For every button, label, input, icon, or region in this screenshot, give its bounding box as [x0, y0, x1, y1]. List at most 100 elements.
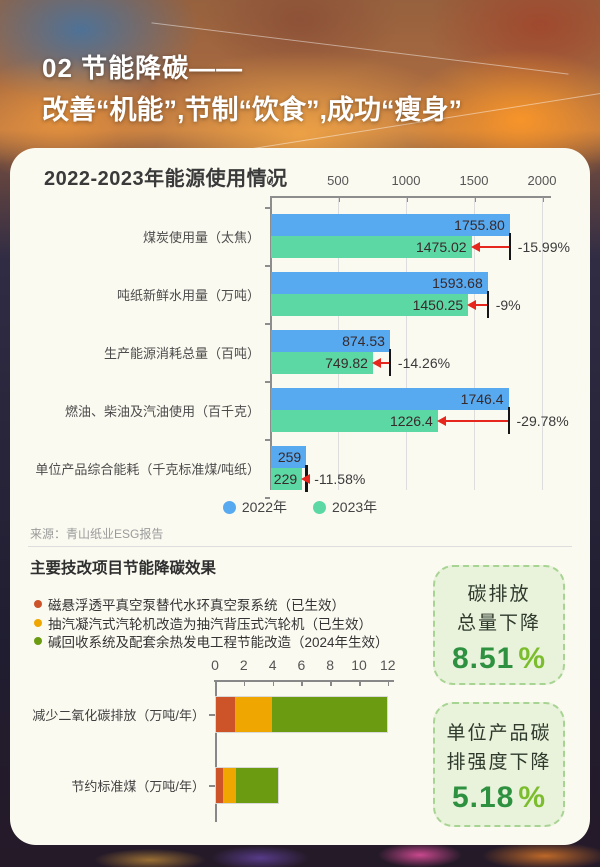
project-item: 碱回收系统及配套余热发电工程节能改造（2024年生效）	[34, 632, 389, 651]
x-axis-label: 2	[239, 657, 248, 673]
bar-2023: 1226.4	[271, 410, 438, 432]
legend-item-2023: 2023年	[313, 497, 377, 517]
category-tick	[265, 265, 270, 267]
energy-chart-plot: 0 500 1000 1500 2000 1755.80 1475.02 煤炭使用量（太焦） -…	[35, 173, 570, 499]
bullet-dot	[34, 637, 42, 646]
change-arrow-head	[436, 416, 446, 426]
legend-item-2022: 2022年	[222, 497, 287, 517]
category-label: 单位产品综合能耗（千克标准煤/吨纸）	[35, 461, 260, 477]
axis-tick	[243, 681, 246, 686]
change-arrow-line	[479, 246, 509, 249]
bar-segment	[236, 768, 278, 803]
legend-label-2023: 2023年	[332, 499, 378, 515]
bar-value-2023: 749.82	[325, 355, 368, 371]
badge-unit-carbon-intensity-decrease: 单位产品碳 排强度下降 5.18%	[433, 702, 565, 827]
category-tick	[265, 497, 270, 499]
legend-dot-2023	[313, 500, 326, 514]
energy-chart-legend: 2022年 2023年	[10, 497, 590, 517]
change-label: -15.99%	[517, 239, 570, 255]
x-axis-label: 1500	[459, 173, 489, 188]
gridline	[542, 196, 543, 490]
badge-total-carbon-decrease: 碳排放 总量下降 8.51%	[433, 565, 565, 685]
badge-value: 8.51%	[435, 642, 563, 676]
bar-segment	[216, 697, 235, 732]
bar-2023: 1475.02	[271, 236, 472, 258]
badge-text-line: 排强度下降	[446, 751, 552, 773]
project-label: 抽汽凝汽式汽轮机改造为抽汽背压式汽轮机（已生效）	[48, 616, 372, 632]
x-axis-line	[214, 680, 394, 682]
badge-text-line: 碳排放	[467, 583, 531, 605]
bar-value-2022: 1746.4	[460, 391, 504, 407]
category-tick	[265, 381, 270, 383]
axis-tick	[330, 681, 332, 686]
bar-value-2022: 1755.80	[454, 217, 505, 233]
project-label: 磁悬浮透平真空泵替代水环真空泵系统（已生效）	[48, 598, 345, 614]
bar-value-2022: 259	[277, 449, 302, 465]
y-axis-line	[215, 680, 217, 822]
bar-value-2022: 874.53	[342, 333, 385, 349]
badge-number: 8.51	[451, 642, 515, 675]
stacked-bar	[216, 697, 388, 732]
change-cap	[486, 291, 490, 318]
section-divider	[28, 546, 572, 547]
badge-text-line: 总量下降	[456, 612, 541, 634]
change-cap	[508, 233, 512, 260]
legend-dot-2022	[222, 500, 236, 514]
change-cap	[507, 407, 510, 434]
x-axis-line	[270, 196, 551, 198]
projects-chart-plot: 0 2 4 6 8 10 12 减少二氧化碳排放（万吨/年） 节约标准煤（万吨/年）	[32, 657, 405, 825]
bar-segment	[216, 768, 224, 803]
bar-2022: 1593.68	[271, 272, 488, 294]
badge-percent-sign: %	[518, 642, 547, 675]
bar-value-2023: 1450.25	[412, 297, 464, 313]
gridline	[406, 196, 407, 490]
projects-chart-title: 主要技改项目节能降碳效果	[30, 560, 217, 577]
bar-segment	[234, 697, 273, 732]
change-arrow-line	[445, 420, 508, 423]
category-tick	[209, 785, 215, 787]
change-label: -14.26%	[397, 355, 451, 371]
category-tick	[209, 714, 215, 716]
project-item: 抽汽凝汽式汽轮机改造为抽汽背压式汽轮机（已生效）	[34, 614, 389, 633]
bar-value-2023: 1226.4	[389, 413, 433, 429]
x-axis-label: 8	[326, 657, 335, 673]
change-arrow-head	[371, 358, 381, 368]
change-arrow-head	[470, 242, 480, 252]
bar-segment	[223, 768, 237, 803]
bar-2023: 1450.25	[271, 294, 469, 316]
bar-2022: 874.53	[271, 330, 390, 352]
change-arrow-line	[380, 362, 389, 365]
x-axis-label: 10	[351, 657, 367, 673]
badge-percent-sign: %	[518, 781, 547, 814]
source-note: 来源：青山纸业ESG报告	[30, 527, 164, 541]
badge-number: 5.18	[451, 781, 515, 814]
category-label: 节约标准煤（万吨/年）	[71, 779, 205, 794]
category-tick	[265, 323, 270, 325]
page-title: 改善“机能”,节制“饮食”,成功“瘦身”	[42, 95, 463, 125]
category-label: 生产能源消耗总量（百吨）	[103, 345, 260, 361]
axis-tick	[272, 681, 275, 686]
change-arrow-line	[476, 304, 487, 307]
bar-value-2022: 1593.68	[432, 275, 483, 291]
change-cap	[388, 349, 392, 376]
energy-chart-title: 2022-2023年能源使用情况	[44, 168, 288, 190]
x-axis-label: 12	[380, 657, 396, 673]
x-axis-label: 0	[211, 657, 219, 673]
bar-2023: 749.82	[271, 352, 373, 374]
x-axis-label: 0	[266, 173, 274, 188]
category-tick	[265, 439, 270, 441]
bar-2022: 1746.4	[271, 388, 509, 410]
bar-2023: 229	[271, 468, 303, 490]
category-label: 吨纸新鲜水用量（万吨）	[116, 287, 260, 303]
x-axis-label: 500	[327, 173, 349, 188]
project-item: 磁悬浮透平真空泵替代水环真空泵系统（已生效）	[34, 595, 389, 614]
bar-segment	[272, 697, 388, 732]
bar-2022: 259	[271, 446, 307, 468]
category-label: 煤炭使用量（太焦）	[142, 229, 260, 245]
bar-2022: 1755.80	[271, 214, 510, 236]
change-arrow-head	[467, 300, 477, 310]
stacked-bar	[216, 768, 278, 803]
change-label: -11.58%	[314, 471, 366, 487]
axis-tick	[387, 681, 390, 686]
bullet-dot	[34, 618, 42, 627]
